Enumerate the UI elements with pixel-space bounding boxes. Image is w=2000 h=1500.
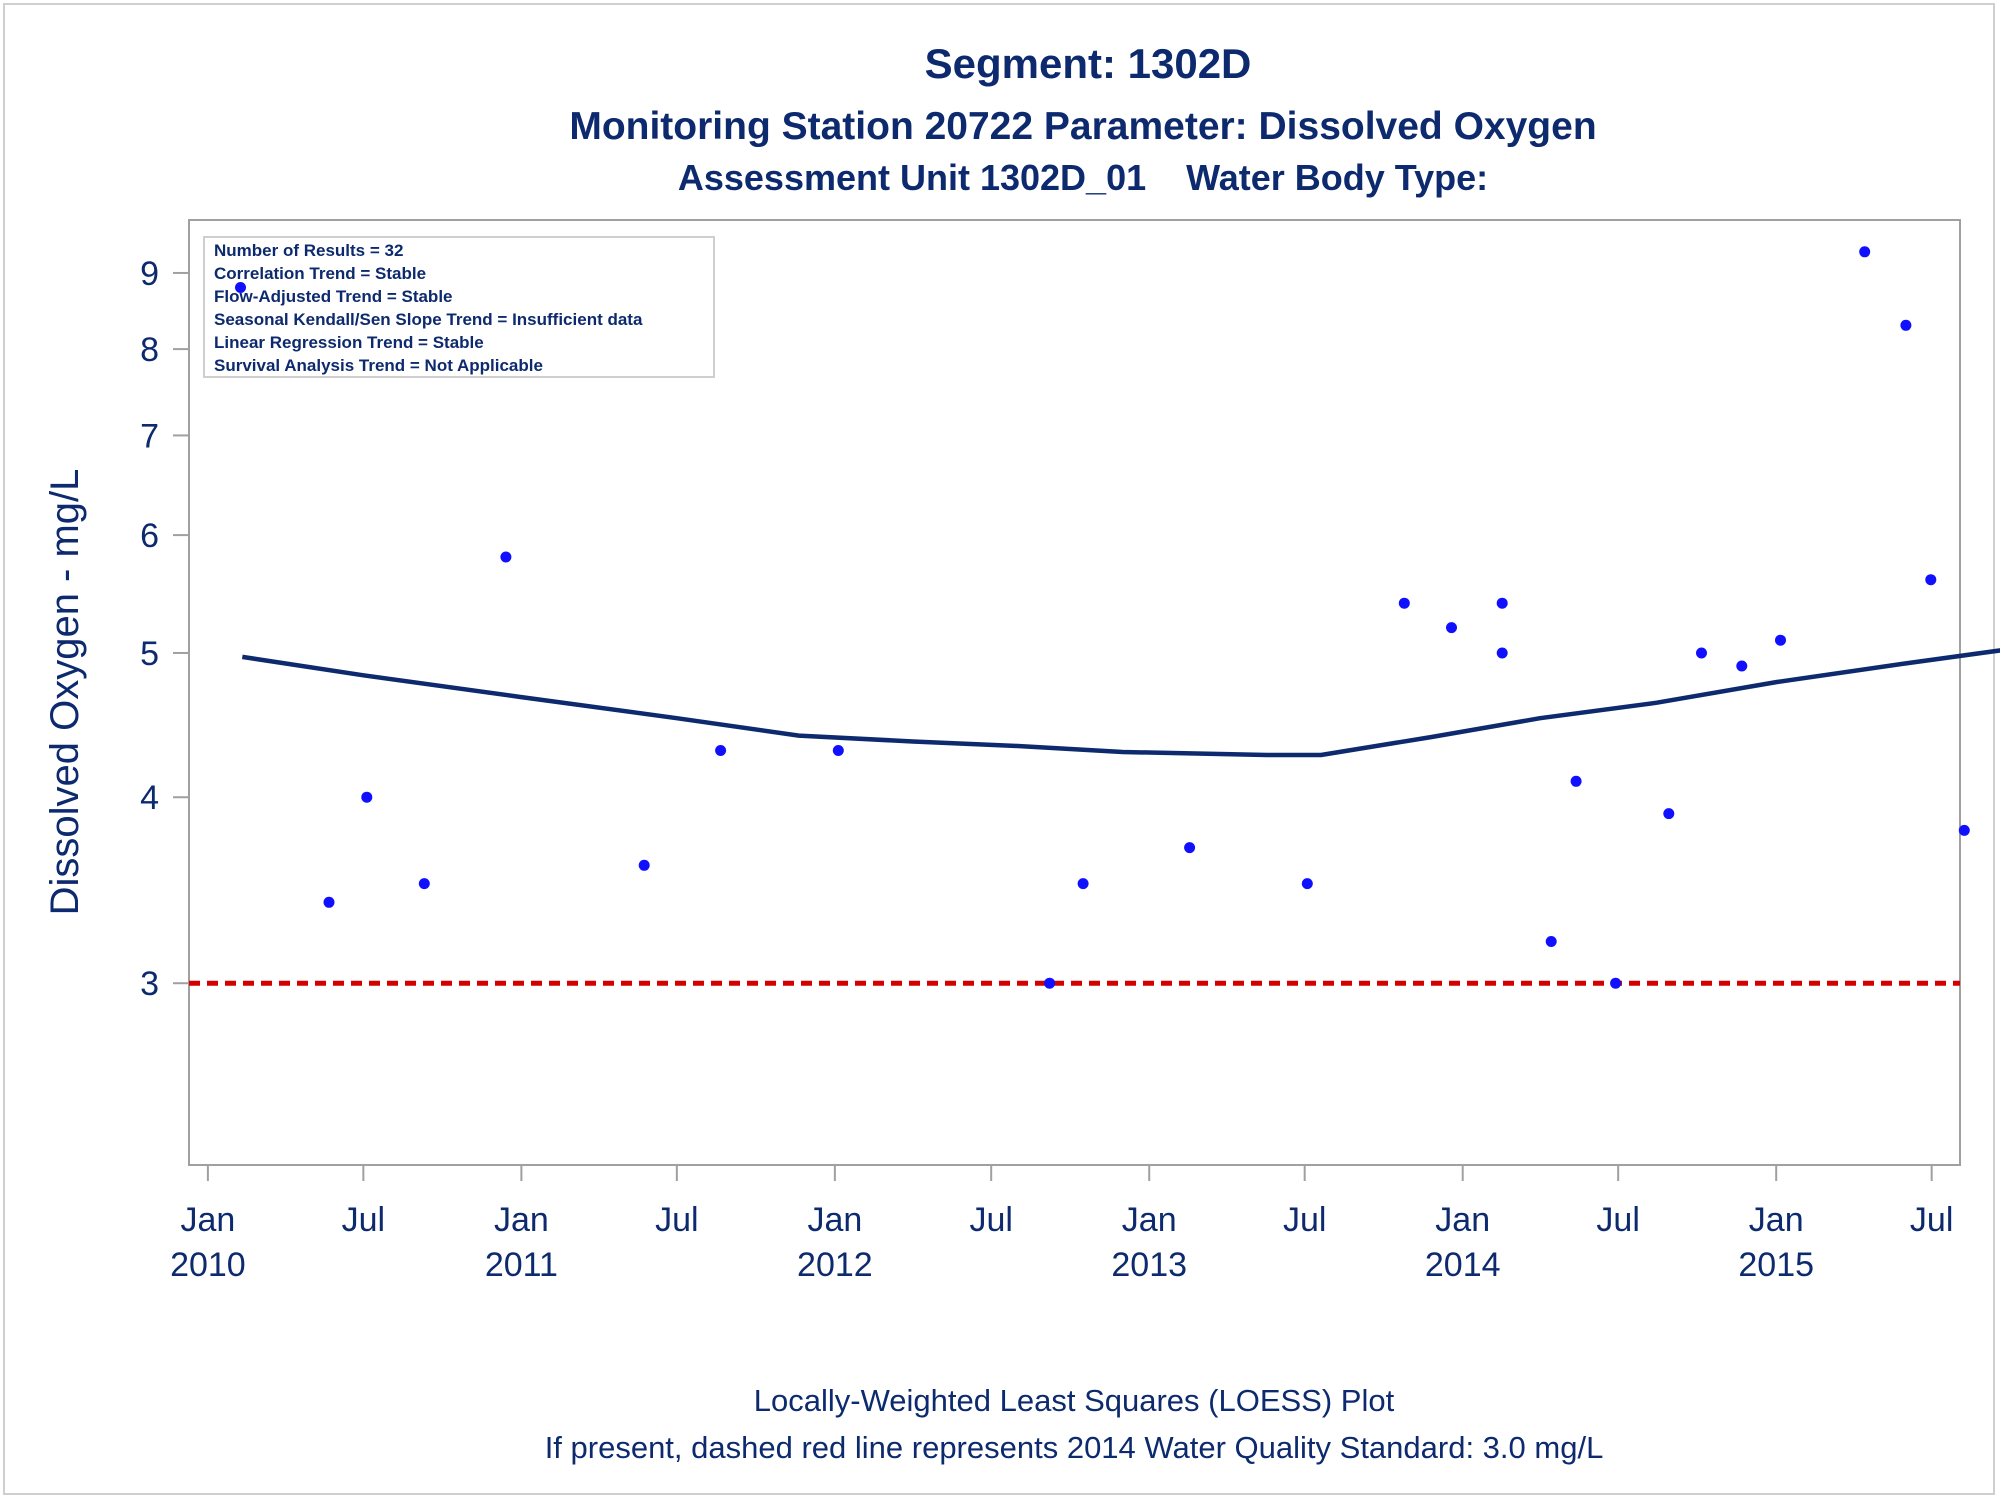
data-point bbox=[418, 878, 430, 890]
x-tick-label: Jan bbox=[1435, 1201, 1490, 1239]
stats-box-border bbox=[203, 236, 715, 378]
data-point bbox=[1775, 634, 1786, 646]
x-tick-label: Jul bbox=[1910, 1201, 1953, 1239]
data-point bbox=[1446, 622, 1457, 634]
y-tick-label: 6 bbox=[140, 517, 159, 555]
data-point bbox=[323, 896, 335, 908]
x-tick-year-label: 2015 bbox=[1738, 1246, 1814, 1284]
x-tick-label: Jan bbox=[180, 1201, 235, 1239]
y-tick-label: 9 bbox=[140, 255, 159, 293]
y-axis: 3 4 5 6 7 8 9 bbox=[140, 255, 189, 1003]
data-point bbox=[1610, 977, 1622, 989]
x-tick-year-label: 2012 bbox=[797, 1246, 873, 1284]
data-point bbox=[1570, 775, 1582, 787]
stats-line: Seasonal Kendall/Sen Slope Trend = Insuf… bbox=[214, 310, 643, 329]
footer-note-1: Locally-Weighted Least Squares (LOESS) P… bbox=[754, 1383, 1395, 1418]
stats-box: Number of Results = 32 Correlation Trend… bbox=[203, 236, 715, 378]
data-point bbox=[1496, 647, 1508, 659]
stats-line: Linear Regression Trend = Stable bbox=[214, 333, 484, 352]
x-tick-label: Jul bbox=[969, 1201, 1012, 1239]
x-tick-year-label: 2013 bbox=[1111, 1246, 1187, 1284]
x-tick-year-label: 2010 bbox=[170, 1246, 246, 1284]
data-point bbox=[1301, 878, 1313, 890]
data-point bbox=[1077, 878, 1089, 890]
data-point bbox=[1398, 597, 1410, 609]
data-point bbox=[235, 282, 246, 293]
x-tick-label: Jan bbox=[1122, 1201, 1177, 1239]
data-point bbox=[500, 551, 512, 563]
data-point bbox=[1184, 842, 1196, 854]
y-tick-label: 7 bbox=[140, 417, 159, 455]
data-point bbox=[1958, 824, 1970, 836]
x-tick-year-label: 2011 bbox=[485, 1246, 558, 1284]
data-point bbox=[1496, 597, 1508, 609]
stats-line: Flow-Adjusted Trend = Stable bbox=[214, 287, 453, 306]
x-tick-year-label: 2014 bbox=[1425, 1246, 1501, 1284]
data-point bbox=[361, 791, 373, 803]
x-tick-label: Jul bbox=[655, 1201, 698, 1239]
stats-line: Number of Results = 32 bbox=[214, 241, 403, 260]
data-point bbox=[715, 745, 727, 756]
chart-subtitle-2: Assessment Unit 1302D_01 Water Body Type… bbox=[678, 157, 1488, 198]
data-point bbox=[1545, 936, 1557, 947]
y-tick-label: 3 bbox=[140, 965, 159, 1003]
x-tick-label: Jul bbox=[1283, 1201, 1326, 1239]
x-tick-label: Jan bbox=[494, 1201, 549, 1239]
loess-line bbox=[241, 648, 2000, 758]
chart-subtitle: Monitoring Station 20722 Parameter: Diss… bbox=[569, 105, 1596, 148]
data-point bbox=[1044, 977, 1056, 989]
data-point bbox=[1900, 319, 1912, 331]
y-axis-label: Dissolved Oxygen - mg/L bbox=[43, 469, 87, 916]
x-tick-label: Jul bbox=[1596, 1201, 1639, 1239]
x-tick-label: Jan bbox=[807, 1201, 862, 1239]
y-tick-label: 4 bbox=[140, 779, 159, 817]
data-point bbox=[1696, 647, 1707, 659]
x-axis: Jan 2010 Jul Jan 2011 Jul Jan 2012 Jul Jan 2013 Jul… bbox=[170, 1164, 1953, 1284]
data-point bbox=[1663, 808, 1675, 820]
chart-title: Segment: 1302D bbox=[925, 40, 1252, 87]
stats-line: Survival Analysis Trend = Not Applicable bbox=[214, 356, 543, 375]
stats-line: Correlation Trend = Stable bbox=[214, 264, 426, 283]
data-point bbox=[1736, 660, 1748, 672]
data-point bbox=[1859, 246, 1871, 258]
data-point bbox=[638, 859, 650, 871]
x-tick-label: Jul bbox=[342, 1201, 385, 1239]
data-point bbox=[832, 745, 844, 756]
x-tick-label: Jan bbox=[1749, 1201, 1804, 1239]
y-tick-label: 8 bbox=[140, 331, 159, 369]
data-point bbox=[1925, 574, 1937, 586]
y-tick-label: 5 bbox=[140, 635, 159, 673]
footer-note-2: If present, dashed red line represents 2… bbox=[545, 1430, 1604, 1465]
loess-layer bbox=[241, 648, 2000, 758]
points-layer bbox=[235, 246, 1970, 989]
